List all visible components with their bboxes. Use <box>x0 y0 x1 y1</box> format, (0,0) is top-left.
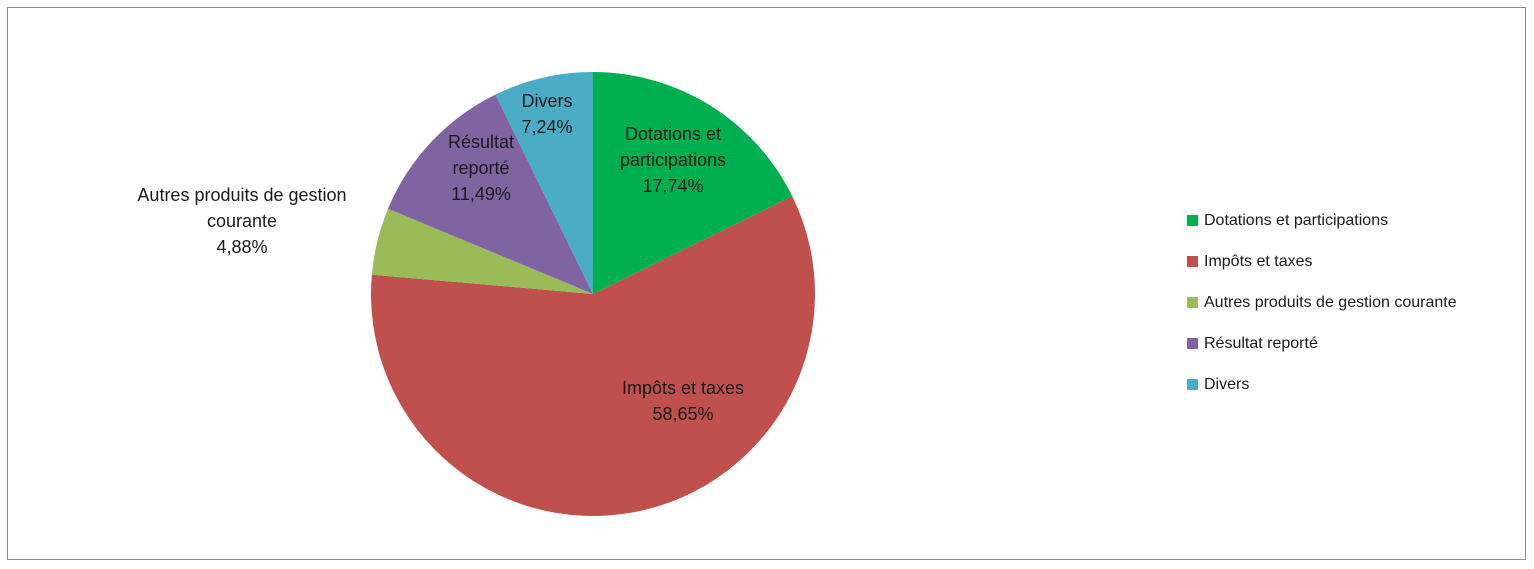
slice-data-label: Divers 7,24% <box>521 91 572 137</box>
pie-slice <box>371 196 816 517</box>
legend-swatch <box>1187 256 1198 267</box>
legend-swatch <box>1187 215 1198 226</box>
legend-label: Dotations et participations <box>1204 211 1389 229</box>
legend-item-autres-produits: Autres produits de gestion courante <box>1187 282 1457 323</box>
pie-slice <box>495 72 593 294</box>
legend-label: Divers <box>1204 375 1250 393</box>
legend-item-impots: Impôts et taxes <box>1187 241 1457 282</box>
slice-data-label: Résultat reporté 11,49% <box>448 132 514 204</box>
legend-label: Autres produits de gestion courante <box>1204 293 1457 311</box>
legend-label: Impôts et taxes <box>1204 252 1313 270</box>
slice-data-label: Dotations et participations 17,74% <box>620 124 726 196</box>
slice-data-label: Autres produits de gestion courante 4,88% <box>137 185 346 257</box>
chart-legend: Dotations et participations Impôts et ta… <box>1187 200 1457 405</box>
pie-slice <box>388 94 593 294</box>
legend-item-resultat-reporte: Résultat reporté <box>1187 323 1457 364</box>
pie-slice <box>593 72 793 294</box>
legend-swatch <box>1187 338 1198 349</box>
legend-item-dotations: Dotations et participations <box>1187 200 1457 241</box>
legend-item-divers: Divers <box>1187 364 1457 405</box>
slice-data-label: Impôts et taxes 58,65% <box>622 378 744 424</box>
legend-swatch <box>1187 297 1198 308</box>
legend-label: Résultat reporté <box>1204 334 1318 352</box>
pie-slice <box>371 208 593 294</box>
legend-swatch <box>1187 379 1198 390</box>
